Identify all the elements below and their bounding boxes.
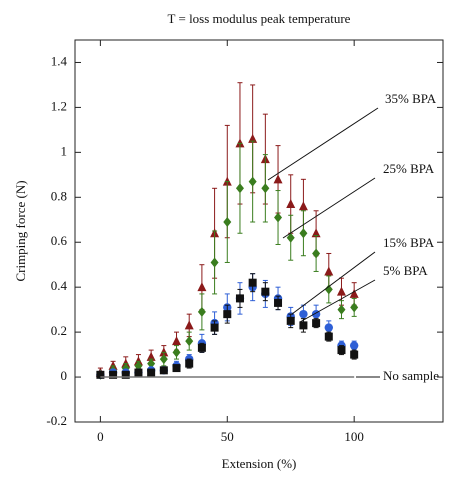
point: [159, 354, 168, 365]
point: [261, 287, 270, 296]
point: [337, 346, 346, 355]
point: [299, 228, 308, 239]
point: [147, 368, 156, 377]
annotation-leader: [282, 177, 376, 239]
point: [350, 350, 359, 359]
y-tick-label: 0.4: [51, 278, 68, 293]
point: [324, 332, 333, 341]
series-annotation: 15% BPA: [383, 235, 435, 250]
x-tick-label: 50: [221, 429, 234, 444]
y-tick-label: 1: [61, 143, 68, 158]
point: [210, 323, 219, 332]
point: [223, 217, 232, 228]
point: [274, 298, 283, 307]
series-annotation: No sample: [383, 368, 439, 383]
point: [159, 366, 168, 375]
y-tick-label: 0.8: [51, 188, 67, 203]
annotation-leader: [267, 107, 379, 181]
point: [274, 212, 283, 223]
point: [299, 309, 308, 319]
point: [184, 320, 194, 330]
point: [337, 304, 346, 315]
point: [235, 294, 244, 303]
point: [172, 336, 182, 346]
annotation-leader: [299, 279, 376, 323]
series-annotation: 25% BPA: [383, 161, 435, 176]
y-tick-label: -0.2: [46, 413, 67, 428]
y-tick-label: 1.4: [51, 53, 68, 68]
point: [312, 248, 321, 259]
point: [248, 176, 257, 187]
point: [172, 364, 181, 373]
x-tick-label: 0: [97, 429, 104, 444]
y-axis-label: Crimping force (N): [13, 180, 28, 281]
point: [147, 358, 156, 369]
x-tick-label: 100: [344, 429, 364, 444]
point: [324, 323, 333, 332]
point: [350, 302, 359, 313]
point: [134, 368, 143, 377]
series-annotation: 5% BPA: [383, 263, 428, 278]
point: [185, 336, 194, 347]
point: [273, 174, 283, 184]
point: [235, 183, 244, 194]
y-tick-label: 1.2: [51, 98, 67, 113]
point: [96, 370, 105, 379]
y-tick-label: 0: [61, 368, 68, 383]
chart-title: T = loss modulus peak temperature: [168, 11, 351, 26]
point: [121, 370, 130, 379]
point: [185, 359, 194, 368]
point: [298, 201, 308, 211]
point: [286, 199, 296, 209]
y-tick-label: 0.6: [51, 233, 68, 248]
point: [109, 370, 118, 379]
point: [197, 343, 206, 352]
point: [324, 266, 334, 276]
x-axis-label: Extension (%): [222, 456, 297, 471]
plot-frame: [74, 39, 444, 423]
point: [312, 319, 321, 328]
point: [349, 288, 359, 298]
point: [223, 310, 232, 319]
point: [286, 232, 295, 243]
point: [349, 341, 359, 350]
point: [197, 282, 207, 292]
y-tick-label: 0.2: [51, 323, 67, 338]
point: [197, 306, 206, 317]
point: [248, 278, 257, 287]
series-annotation: 35% BPA: [385, 91, 437, 106]
point: [134, 360, 143, 371]
point: [286, 316, 295, 325]
annotation-leader: [291, 251, 376, 315]
point: [336, 286, 346, 296]
point: [261, 183, 270, 194]
point: [299, 321, 308, 330]
point: [210, 257, 219, 268]
point: [172, 347, 181, 358]
point: [324, 284, 333, 295]
